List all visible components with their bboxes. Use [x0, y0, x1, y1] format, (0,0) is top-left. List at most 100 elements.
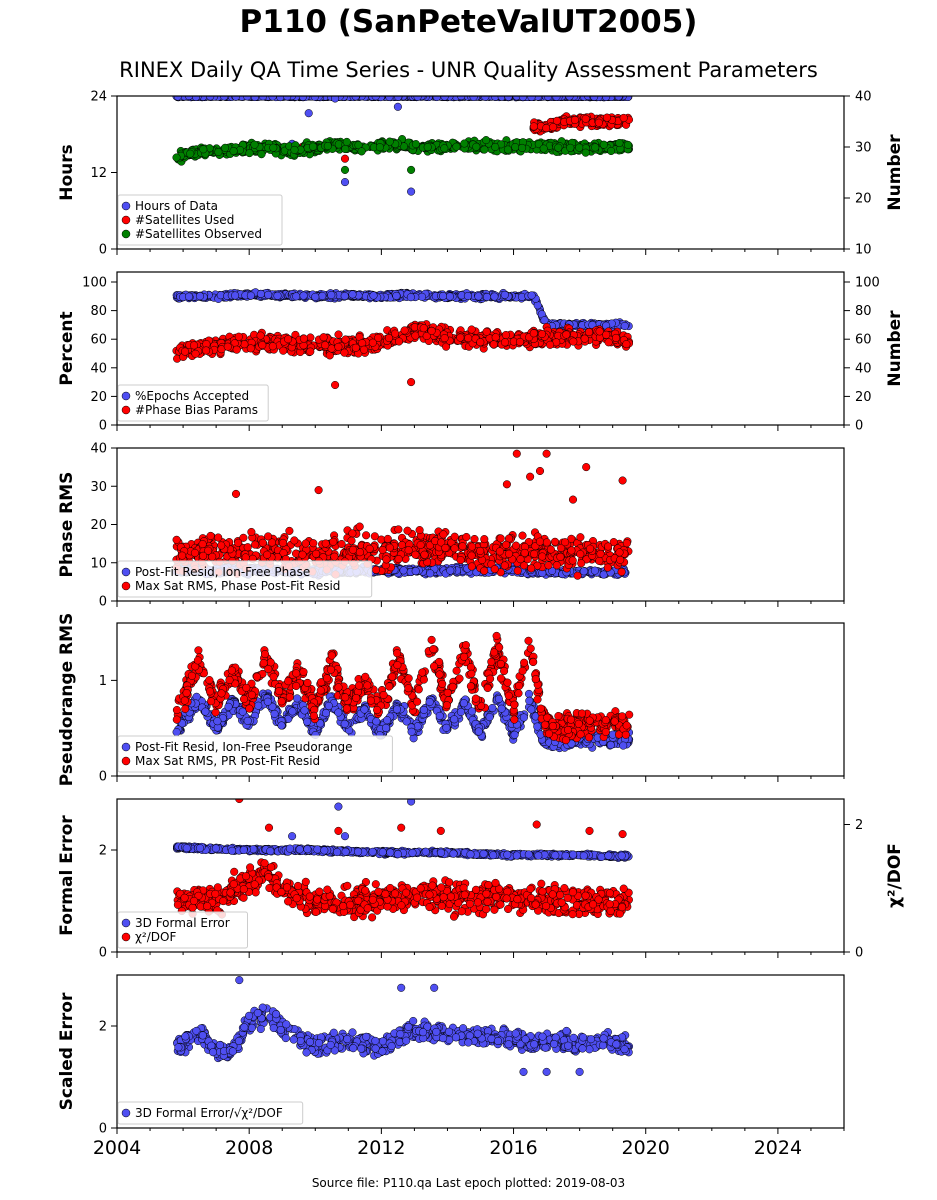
data-point — [384, 334, 394, 343]
y-right-tick-label: 0 — [855, 419, 863, 434]
data-point — [400, 326, 409, 335]
y-right-tick-label: 80 — [855, 304, 872, 319]
y-tick-label: 20 — [90, 390, 107, 405]
data-point — [348, 529, 357, 538]
data-point — [347, 536, 356, 545]
data-point — [624, 140, 633, 149]
data-point — [441, 543, 450, 552]
legend-marker — [121, 405, 131, 415]
series-2-1 — [172, 288, 633, 332]
data-point — [334, 330, 343, 339]
data-point — [273, 291, 282, 300]
data-point — [290, 536, 299, 545]
data-point — [298, 550, 307, 559]
data-point — [491, 142, 500, 152]
y-tick-label: 10 — [90, 556, 107, 571]
data-point — [602, 113, 612, 122]
data-point — [595, 556, 604, 565]
data-point — [537, 329, 547, 339]
data-point — [480, 535, 489, 544]
data-point — [556, 552, 565, 561]
data-point — [198, 540, 207, 549]
panel-4-points — [172, 631, 634, 753]
y-tick-label: 0 — [99, 595, 107, 610]
outlier-point — [526, 472, 535, 481]
data-point — [191, 96, 201, 102]
data-point — [546, 545, 555, 554]
data-point — [394, 525, 403, 534]
outlier-point — [314, 486, 323, 495]
legend-marker — [121, 567, 131, 577]
data-point — [445, 292, 454, 301]
data-point — [426, 569, 435, 578]
data-point — [527, 96, 536, 102]
outlier-point — [407, 187, 416, 196]
data-point — [575, 143, 584, 152]
data-point — [615, 138, 624, 148]
data-point — [584, 328, 594, 337]
outlier-point — [304, 109, 313, 118]
data-point — [609, 538, 618, 547]
outlier-point — [393, 102, 402, 111]
data-point — [184, 292, 194, 301]
data-point — [415, 526, 424, 535]
data-point — [490, 565, 499, 574]
data-point — [355, 522, 364, 531]
data-point — [330, 552, 339, 561]
data-point — [243, 543, 252, 552]
data-point — [191, 349, 200, 358]
data-point — [602, 330, 611, 339]
data-point — [298, 96, 307, 101]
data-point — [190, 548, 199, 557]
data-point — [306, 347, 315, 356]
data-point — [180, 347, 190, 356]
data-point — [452, 142, 461, 151]
data-point — [394, 337, 404, 346]
data-point — [501, 330, 510, 340]
data-point — [258, 341, 267, 350]
data-point — [481, 96, 490, 101]
data-point — [234, 538, 243, 547]
data-point — [385, 137, 394, 146]
data-point — [391, 329, 400, 338]
y-tick-label: 0 — [99, 243, 107, 258]
data-point — [385, 543, 394, 552]
data-point — [375, 143, 384, 152]
data-point — [527, 564, 536, 573]
data-point — [432, 96, 441, 102]
data-point — [269, 143, 278, 152]
data-point — [539, 144, 548, 153]
data-point — [279, 346, 288, 355]
data-point — [217, 541, 226, 550]
data-point — [250, 96, 259, 102]
data-point — [246, 344, 255, 353]
data-point — [357, 147, 366, 156]
outlier-point — [542, 449, 551, 458]
data-point — [579, 567, 588, 576]
data-point — [351, 343, 360, 352]
data-point — [480, 566, 489, 575]
panel-2-points — [172, 288, 634, 390]
data-point — [463, 291, 472, 301]
legend-marker — [121, 391, 131, 401]
data-point — [552, 561, 561, 570]
data-point — [490, 292, 499, 301]
data-point — [362, 531, 371, 540]
y-tick-label: 60 — [90, 333, 107, 348]
data-point — [323, 141, 332, 151]
data-point — [504, 96, 513, 101]
data-point — [482, 327, 491, 336]
y-tick-label: 80 — [90, 304, 107, 319]
data-point — [464, 334, 473, 343]
y-axis-label: Hours — [57, 144, 77, 201]
legend-label: Hours of Data — [135, 199, 218, 213]
y-tick-label: 12 — [90, 166, 107, 181]
data-point — [440, 334, 449, 343]
data-point — [502, 540, 511, 549]
y-right-tick-label: 30 — [855, 141, 872, 156]
data-point — [258, 538, 267, 547]
data-point — [500, 290, 509, 299]
y-tick-label: 40 — [90, 361, 107, 376]
data-point — [276, 96, 285, 102]
